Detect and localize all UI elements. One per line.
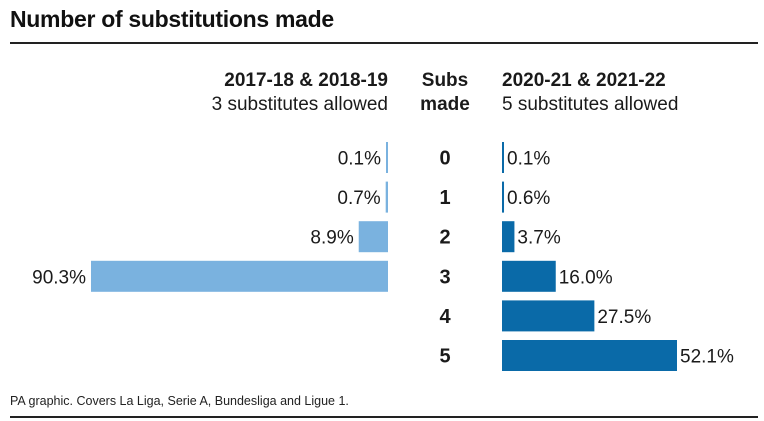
left-bar-label: 0.1% [338,149,381,170]
right-bar-label: 27.5% [597,307,651,328]
left-bar-label: 0.7% [337,188,380,209]
right-bar-label: 52.1% [680,347,734,368]
left-bar [386,142,388,173]
right-bar [502,221,515,253]
right-bar [502,142,504,173]
right-bar [502,260,556,292]
chart-title: Number of substitutions made [10,6,334,32]
category-label: 5 [439,346,450,368]
left-bar [91,260,388,292]
right-bar [502,181,505,213]
category-label: 0 [439,148,450,170]
left-series-subtitle: 3 substitutes allowed [211,94,388,115]
left-bar [385,181,388,213]
category-label: 1 [439,187,450,209]
category-axis-title: Subs made [410,69,480,117]
left-bar-label: 8.9% [310,228,353,249]
right-series-header: 2020-21 & 2021-22 5 substitutes allowed [502,69,678,117]
right-series-subtitle: 5 substitutes allowed [502,94,679,115]
category-label: 4 [439,306,451,328]
left-series-header: 2017-18 & 2018-19 3 substitutes allowed [212,69,388,117]
category-axis-title-line1: Subs [421,70,469,91]
category-axis-title-line2: made [420,94,470,115]
top-rule [10,42,758,44]
right-bar-label: 16.0% [559,267,613,288]
right-bar-label: 0.1% [507,149,550,170]
right-bar-label: 3.7% [517,228,560,249]
category-label: 3 [439,266,450,288]
left-bar-label: 90.3% [32,267,86,288]
category-label: 2 [439,227,450,249]
right-series-name: 2020-21 & 2021-22 [502,70,666,91]
bottom-rule [10,416,758,418]
right-bar [502,300,595,332]
right-bar [502,340,677,371]
right-bar-label: 0.6% [507,188,550,209]
left-series-name: 2017-18 & 2018-19 [224,70,388,91]
source-note: PA graphic. Covers La Liga, Serie A, Bun… [10,394,349,408]
left-bar [358,221,388,253]
